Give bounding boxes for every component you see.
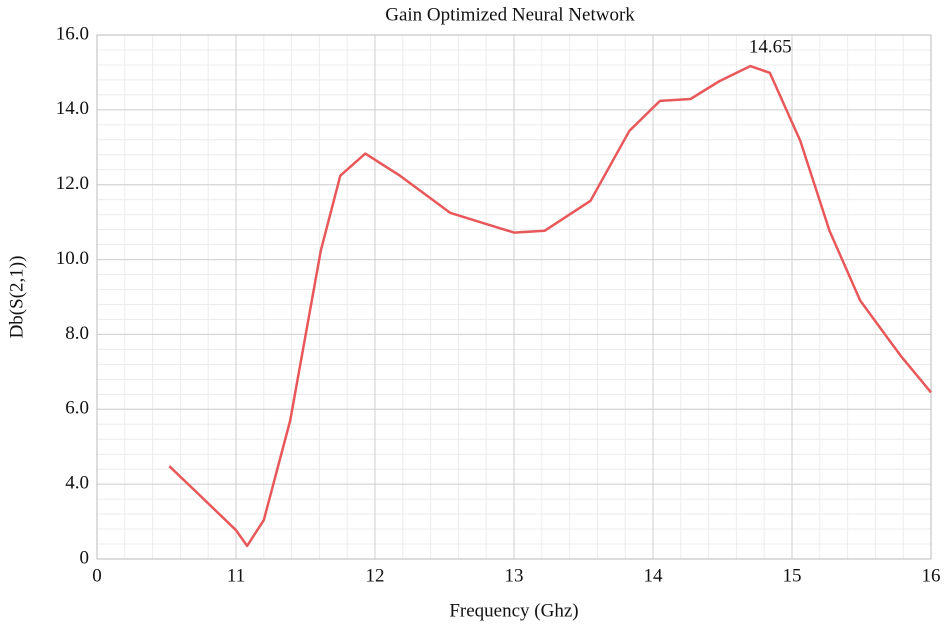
y-tick-label: 4.0 [65, 473, 89, 494]
x-tick-label: 16 [922, 565, 941, 586]
annotation: 14.65 [749, 36, 792, 57]
y-tick-label: 14.0 [56, 98, 89, 119]
x-tick-label: 0 [92, 565, 102, 586]
y-tick-label: 8.0 [65, 323, 89, 344]
line-series [168, 64, 932, 548]
chart-title: Gain Optimized Neural Network [385, 4, 635, 25]
x-tick-label: 15 [783, 565, 802, 586]
y-tick-label: 10.0 [56, 248, 89, 269]
y-axis-label: Db(S(2,1)) [6, 256, 27, 339]
x-tick-label: 13 [505, 565, 524, 586]
x-tick-label: 11 [227, 565, 245, 586]
x-tick-label: 14 [644, 565, 664, 586]
x-axis-label: Frequency (Ghz) [449, 600, 578, 621]
y-tick-label: 6.0 [65, 398, 89, 419]
x-tick-label: 12 [366, 565, 385, 586]
y-tick-label: 0 [80, 547, 90, 568]
y-tick-label: 16.0 [56, 23, 89, 44]
plot-frame [96, 34, 932, 560]
y-tick-label: 12.0 [56, 173, 89, 194]
